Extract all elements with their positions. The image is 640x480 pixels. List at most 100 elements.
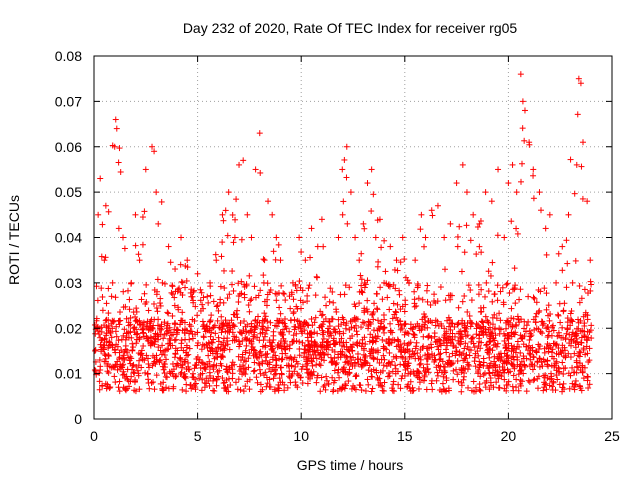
data-point <box>204 293 211 300</box>
data-point <box>362 281 369 288</box>
data-point <box>521 325 528 332</box>
data-point <box>102 355 109 362</box>
data-point <box>365 367 372 374</box>
data-point <box>453 366 460 373</box>
data-point <box>320 243 327 250</box>
data-point <box>569 329 576 336</box>
data-point <box>509 161 516 168</box>
data-point <box>499 284 506 291</box>
data-point <box>128 355 135 362</box>
data-point <box>511 363 518 370</box>
data-point <box>566 385 573 392</box>
data-point <box>163 356 170 363</box>
data-point <box>338 335 345 342</box>
data-point <box>541 349 548 356</box>
data-point <box>545 348 552 355</box>
data-point <box>262 351 269 358</box>
data-point <box>318 312 325 319</box>
data-point <box>558 350 565 357</box>
data-point <box>137 350 144 357</box>
data-point <box>575 75 582 82</box>
data-point <box>560 307 567 314</box>
data-point <box>564 260 571 267</box>
data-point <box>447 220 454 227</box>
data-point <box>520 353 527 360</box>
data-point <box>262 342 269 349</box>
data-point <box>214 368 221 375</box>
data-point <box>500 367 507 374</box>
data-point <box>266 376 273 383</box>
data-point <box>554 376 561 383</box>
data-point <box>347 189 354 196</box>
data-point <box>100 344 107 351</box>
data-point <box>401 321 408 328</box>
data-point <box>201 365 208 372</box>
data-point <box>423 386 430 393</box>
data-point <box>144 335 151 342</box>
data-point <box>435 346 442 353</box>
data-point <box>575 364 582 371</box>
data-point <box>573 161 580 168</box>
data-point <box>464 308 471 315</box>
data-point <box>533 349 540 356</box>
data-point <box>229 375 236 382</box>
data-point <box>486 370 493 377</box>
data-point <box>146 385 153 392</box>
data-point <box>129 362 136 369</box>
data-point <box>441 266 448 273</box>
data-point <box>121 326 128 333</box>
y-tick-label: 0.01 <box>55 366 82 382</box>
data-point <box>267 319 274 326</box>
data-point <box>276 304 283 311</box>
data-point <box>179 292 186 299</box>
data-point <box>154 322 161 329</box>
data-point <box>432 317 439 324</box>
data-point <box>167 370 174 377</box>
data-point <box>220 217 227 224</box>
data-point <box>96 378 103 385</box>
data-point <box>450 342 457 349</box>
data-point <box>491 353 498 360</box>
data-point <box>278 356 285 363</box>
data-point <box>436 336 443 343</box>
data-point <box>399 234 406 241</box>
y-tick-label: 0 <box>74 411 82 427</box>
data-point <box>578 339 585 346</box>
data-point <box>480 371 487 378</box>
data-point <box>167 329 174 336</box>
data-point <box>326 319 333 326</box>
data-point <box>555 364 562 371</box>
data-point <box>513 189 520 196</box>
data-point <box>127 378 134 385</box>
data-point <box>519 335 526 342</box>
data-point <box>341 156 348 163</box>
data-point <box>544 340 551 347</box>
data-point <box>548 375 555 382</box>
data-point <box>157 356 164 363</box>
data-point <box>380 325 387 332</box>
data-point <box>530 172 537 179</box>
data-point <box>111 373 118 380</box>
data-point <box>224 327 231 334</box>
data-point <box>261 257 268 264</box>
data-point <box>361 320 368 327</box>
data-point <box>273 297 280 304</box>
data-point <box>462 340 469 347</box>
data-point <box>256 361 263 368</box>
data-point <box>228 317 235 324</box>
data-point <box>151 316 158 323</box>
data-point <box>318 374 325 381</box>
data-point <box>559 342 566 349</box>
data-point <box>192 303 199 310</box>
data-point <box>454 243 461 250</box>
data-point <box>251 359 258 366</box>
data-point <box>470 211 477 218</box>
data-point <box>456 328 463 335</box>
data-point <box>476 220 483 227</box>
data-point <box>182 373 189 380</box>
data-point <box>325 380 332 387</box>
data-point <box>183 388 190 395</box>
data-point <box>373 290 380 297</box>
data-point <box>486 335 493 342</box>
data-point <box>572 257 579 264</box>
